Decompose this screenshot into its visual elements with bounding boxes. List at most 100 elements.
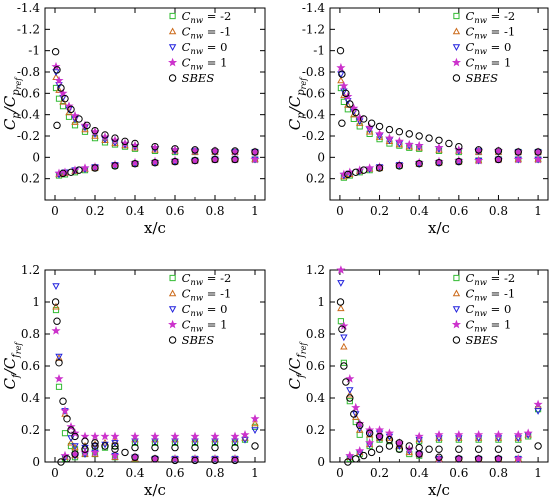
data-point — [494, 445, 503, 453]
data-point — [344, 458, 352, 466]
data-point — [241, 436, 249, 444]
data-point — [81, 437, 89, 445]
data-point — [435, 158, 443, 167]
y-tick-label: 0.6 — [306, 359, 325, 373]
data-point — [344, 170, 352, 179]
data-point — [211, 443, 219, 452]
data-point — [523, 428, 533, 438]
data-point — [60, 450, 70, 460]
data-point — [80, 120, 90, 130]
legend-marker-cnw-1 — [168, 289, 177, 297]
data-point — [71, 118, 79, 125]
data-point — [359, 451, 368, 460]
x-tick-label: 0.6 — [165, 466, 184, 480]
data-point — [171, 438, 179, 446]
x-axis-label: x/c — [144, 219, 166, 237]
data-point — [231, 147, 239, 155]
data-point — [346, 390, 354, 398]
data-point — [533, 154, 543, 164]
y-tick-label: -0.6 — [17, 86, 40, 100]
x-tick-label: 0.2 — [370, 204, 389, 218]
data-point — [375, 164, 384, 172]
data-point — [394, 136, 404, 146]
x-tick-label: 0.4 — [410, 466, 429, 480]
legend-marker-sbes — [452, 74, 461, 82]
data-point — [339, 321, 349, 330]
data-point — [356, 119, 364, 126]
data-point — [57, 458, 65, 466]
data-point — [534, 408, 542, 415]
data-point — [59, 397, 67, 405]
data-point — [58, 88, 68, 98]
data-point — [52, 283, 60, 291]
data-point — [454, 454, 464, 463]
data-point — [240, 430, 250, 439]
data-point — [211, 147, 219, 155]
data-point — [474, 454, 484, 463]
data-point — [414, 140, 424, 150]
y-tick-label: 1 — [317, 295, 325, 309]
y-tick-label: -0.4 — [17, 108, 41, 122]
data-point — [474, 430, 484, 439]
legend-label-sbes: SBES — [465, 71, 498, 85]
y-axis-label: Cf/Cfref — [286, 340, 308, 389]
x-tick-label: 0.6 — [165, 204, 184, 218]
y-tick-label: 0.4 — [306, 391, 325, 405]
data-point — [346, 398, 353, 405]
data-point — [395, 162, 404, 170]
data-point — [337, 76, 345, 84]
data-point — [191, 156, 199, 165]
data-point — [91, 443, 99, 451]
y-tick-label: 0 — [317, 150, 325, 164]
data-point — [210, 431, 220, 441]
data-point — [336, 46, 345, 55]
data-point — [534, 442, 542, 450]
data-point — [425, 134, 433, 142]
y-tick-label: 0 — [32, 455, 40, 469]
data-point — [514, 148, 522, 156]
data-point — [445, 139, 453, 148]
data-point — [339, 81, 349, 90]
data-point — [130, 452, 140, 462]
y-tick-label: 0.2 — [21, 172, 40, 186]
series-cnw-1 — [336, 265, 543, 463]
series-cnw-1 — [51, 326, 260, 463]
data-point — [211, 438, 219, 446]
data-point — [190, 146, 200, 155]
data-point — [231, 438, 239, 446]
data-point — [70, 449, 80, 458]
data-point — [455, 455, 463, 463]
data-point — [231, 456, 239, 465]
data-point — [101, 442, 109, 450]
series-cnw-1 — [336, 62, 543, 179]
y-tick-label: 1 — [32, 295, 40, 309]
data-point — [251, 419, 259, 427]
data-point — [101, 131, 109, 139]
x-tick-label: 1 — [534, 204, 542, 218]
data-point — [395, 445, 404, 453]
data-point — [130, 431, 140, 441]
y-tick-label: 0 — [32, 150, 40, 164]
y-tick-label: 0.8 — [21, 327, 40, 341]
data-point — [51, 298, 60, 306]
data-point — [230, 147, 240, 156]
legend-marker-cnw-1 — [451, 319, 461, 329]
data-point — [352, 168, 360, 176]
data-point — [345, 374, 355, 383]
data-point — [67, 105, 75, 114]
data-point — [355, 113, 365, 122]
data-point — [513, 454, 523, 463]
data-point — [53, 317, 61, 325]
data-point — [435, 445, 443, 453]
data-point — [365, 163, 375, 172]
data-point — [434, 430, 444, 439]
x-tick-label: 0 — [51, 466, 59, 480]
x-axis-label: x/c — [144, 481, 166, 499]
data-point — [52, 302, 60, 310]
data-point — [190, 431, 200, 441]
x-tick-label: 0.4 — [125, 204, 144, 218]
data-point — [405, 130, 413, 138]
x-tick-label: 0.8 — [205, 204, 224, 218]
